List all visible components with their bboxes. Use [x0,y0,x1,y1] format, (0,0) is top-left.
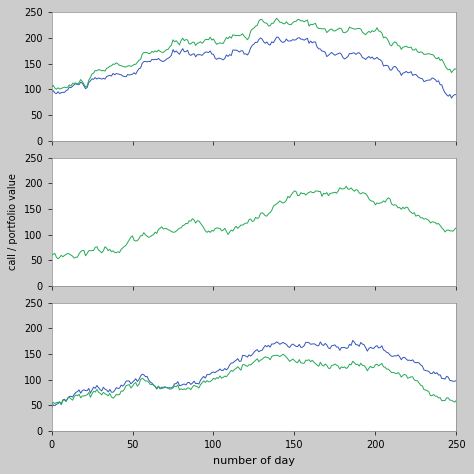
Y-axis label: call / portfolio value: call / portfolio value [9,173,18,270]
X-axis label: number of day: number of day [213,456,295,465]
